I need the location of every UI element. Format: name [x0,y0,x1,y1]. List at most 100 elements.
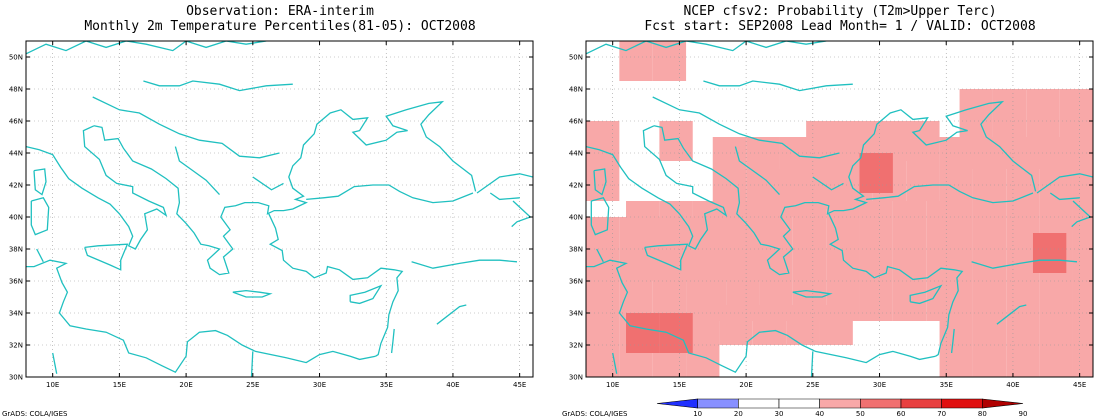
coastline [250,351,254,377]
probability-cell [972,177,1007,217]
probability-cell [659,201,693,241]
lat-tick-label: 30N [9,374,23,382]
lon-tick-label: 15E [673,381,686,389]
probability-cell [1039,297,1073,337]
colorbar-segment [941,398,983,409]
probability-cell [992,129,1027,169]
probability-cell [1006,297,1040,337]
coastline [26,125,168,250]
coastline [143,80,293,92]
coastline [52,352,58,374]
forecast-footer: GrADS: COLA/IGES [562,410,628,418]
coastline [92,96,280,159]
probability-cell [719,305,753,345]
probability-cell [859,201,893,241]
probability-cell [819,305,853,345]
lat-tick-label: 34N [569,310,583,318]
colorbar-label: 90 [1019,410,1028,418]
grid-lines [586,41,1093,377]
forecast-panel: NCEP cfsv2: Probability (T2m>Upper Terc)… [560,0,1120,420]
map-frame [25,40,534,378]
lat-tick-label: 38N [569,246,583,254]
probability-cell [859,281,893,321]
forecast-title-line2: Fcst start: SEP2008 Lead Month= 1 / VALI… [644,19,1036,34]
coastline [996,304,1027,325]
coastline [828,213,964,357]
colorbar-segment [819,398,861,409]
probability-cell [626,241,660,281]
probability-cell [892,121,927,161]
probability-cell [1026,89,1060,129]
observation-title-line1: Observation: ERA-interim [186,4,374,19]
probability-cell [659,313,693,353]
coastline [1092,361,1093,362]
probability-cell [859,153,893,193]
lat-tick-label: 48N [569,86,583,94]
coastline [476,173,533,194]
probability-cell [939,257,973,297]
probability-cell [1059,129,1093,169]
coastline [532,361,533,362]
lon-tick-label: 10E [46,381,59,389]
lat-tick-label: 34N [9,310,23,318]
lon-tick-label: 35E [940,381,953,389]
probability-cell [586,161,620,201]
probability-cell [1059,89,1093,129]
coastline [268,213,404,357]
probability-cell [619,41,653,81]
probability-cell [1072,257,1093,297]
lat-tick-label: 32N [9,342,23,350]
lat-tick-label: 46N [569,118,583,126]
probability-cell [759,241,793,281]
probability-cell [712,137,747,177]
lon-tick-label: 20E [739,381,752,389]
lon-tick-label: 35E [380,381,393,389]
coastline [703,80,853,92]
coastline [30,197,50,236]
probability-cell [752,169,787,209]
coastline [26,41,267,55]
probability-cell [1072,297,1093,337]
probability-cell [1072,217,1093,257]
lat-tick-label: 32N [569,342,583,350]
coastline [352,376,354,377]
colorbar-label: 60 [897,410,906,418]
colorbar-label: 70 [937,410,946,418]
colorbar: 10 20 30 40 50 60 70 80 90 [656,398,1028,418]
coastline [26,259,376,374]
probability-cell [939,337,973,377]
coastline [810,351,814,377]
colorbar-segment [982,398,1024,409]
coastline [1036,173,1093,194]
forecast-title-line1: NCEP cfsv2: Probability (T2m>Upper Terc) [683,4,997,19]
grid-lines [26,41,533,377]
coastline [489,192,520,201]
probability-cell [586,297,620,337]
coastline [390,328,395,354]
probability-cell [659,241,693,281]
probability-cell [1026,129,1060,169]
coastline [586,41,827,55]
probability-cell [859,241,893,281]
coastline [644,243,689,271]
probability-cell [626,201,660,241]
lat-tick-label: 44N [569,150,583,158]
colorbar-label: 40 [815,410,824,418]
lat-tick-label: 36N [569,278,583,286]
lon-tick-label: 45E [513,381,526,389]
coastlines [26,41,533,377]
lon-tick-label: 40E [446,381,459,389]
probability-cell [692,201,727,241]
lon-tick-label: 10E [606,381,619,389]
lon-tick-label: 40E [1006,381,1019,389]
probability-cell [726,241,760,281]
lat-tick-label: 42N [569,182,583,190]
probability-cell [1039,337,1073,377]
observation-panel: Observation: ERA-interim Monthly 2m Temp… [2,4,534,418]
lat-tick-label: 38N [9,246,23,254]
lon-tick-label: 30E [873,381,886,389]
probability-cell [906,161,940,201]
colorbar-segment [778,398,820,409]
probability-cell [626,313,660,353]
coastline [532,144,533,145]
